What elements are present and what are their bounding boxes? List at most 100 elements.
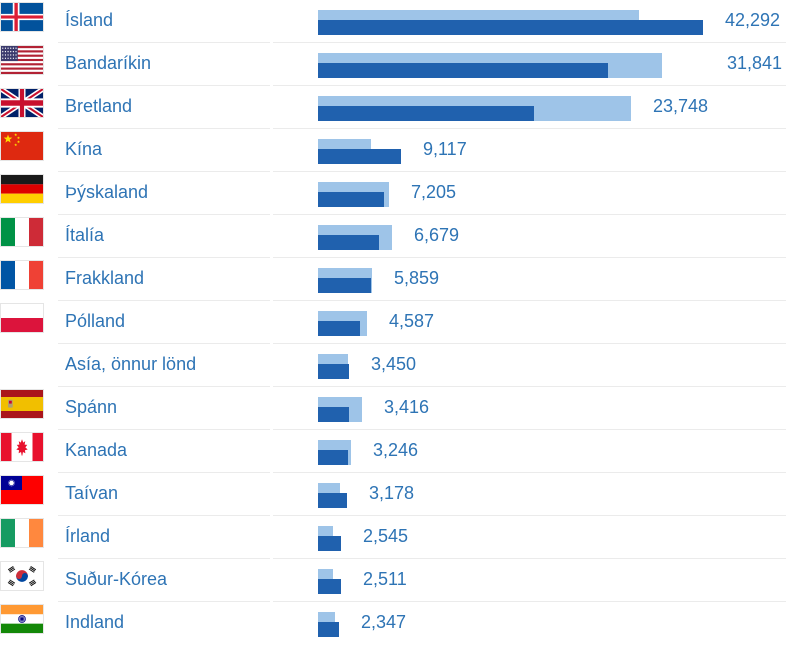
country-label: Frakkland	[65, 268, 145, 288]
value-label: 3,416	[384, 397, 430, 417]
country-label: Kína	[65, 139, 103, 159]
bar-current[interactable]	[318, 278, 371, 293]
row-divider	[58, 42, 270, 43]
row-divider	[273, 472, 786, 473]
canada-flag-icon	[1, 433, 43, 461]
china-flag-icon	[1, 132, 43, 160]
chart-row[interactable]: Bretland 23,748	[0, 86, 786, 129]
chart-row[interactable]: Frakkland 5,859	[0, 258, 786, 301]
row-divider	[273, 42, 786, 43]
country-label: Ísland	[65, 10, 114, 30]
row-divider	[273, 257, 786, 258]
value-label: 3,450	[371, 354, 417, 374]
country-label: Suður-Kórea	[65, 569, 168, 589]
row-divider	[273, 171, 786, 172]
poland-flag-icon	[1, 304, 43, 332]
value-label: 42,292	[725, 10, 781, 30]
value-label: 6,679	[414, 225, 460, 245]
usa-flag-icon	[1, 46, 43, 74]
bar-current[interactable]	[318, 149, 401, 164]
country-label: Taívan	[65, 483, 119, 503]
row-divider	[58, 558, 270, 559]
bar-current[interactable]	[318, 63, 608, 78]
chart-row[interactable]: Kína 9,117	[0, 129, 786, 172]
country-label: Pólland	[65, 311, 126, 331]
chart-row[interactable]: Kanada 3,246	[0, 430, 786, 473]
chart-row[interactable]: Ítalía 6,679	[0, 215, 786, 258]
france-flag-icon	[1, 261, 43, 289]
row-divider	[273, 601, 786, 602]
row-divider	[58, 257, 270, 258]
bar-current[interactable]	[318, 622, 339, 637]
country-label: Bretland	[65, 96, 133, 116]
value-label: 31,841	[727, 53, 783, 73]
chart-row[interactable]: Pólland 4,587	[0, 301, 786, 344]
value-label: 4,587	[389, 311, 435, 331]
row-divider	[273, 85, 786, 86]
row-divider	[273, 214, 786, 215]
country-label: Kanada	[65, 440, 128, 460]
row-divider	[58, 429, 270, 430]
germany-flag-icon	[1, 175, 43, 203]
spain-flag-icon	[1, 390, 43, 418]
row-divider	[273, 429, 786, 430]
value-label: 5,859	[394, 268, 440, 288]
row-divider	[58, 300, 270, 301]
country-label: Þýskaland	[65, 182, 149, 202]
value-label: 3,178	[369, 483, 415, 503]
chart-row[interactable]: Spánn 3,416	[0, 387, 786, 430]
bar-current[interactable]	[318, 321, 360, 336]
country-label: Spánn	[65, 397, 118, 417]
row-divider	[273, 515, 786, 516]
chart-row[interactable]: Þýskaland 7,205	[0, 172, 786, 215]
bar-current[interactable]	[318, 364, 349, 379]
row-divider	[58, 171, 270, 172]
bar-current[interactable]	[318, 106, 534, 121]
value-label: 3,246	[373, 440, 419, 460]
country-label: Ítalía	[65, 225, 105, 245]
chart-row[interactable]: Indland 2,347	[0, 602, 786, 645]
bar-current[interactable]	[318, 493, 347, 508]
row-divider	[58, 386, 270, 387]
bar-current[interactable]	[318, 192, 384, 207]
row-divider	[58, 214, 270, 215]
country-label: Indland	[65, 612, 125, 632]
country-label: Bandaríkin	[65, 53, 152, 73]
row-divider	[58, 515, 270, 516]
bar-current[interactable]	[318, 536, 341, 551]
value-label: 7,205	[411, 182, 457, 202]
bar-current[interactable]	[318, 579, 341, 594]
value-label: 9,117	[423, 139, 467, 159]
italy-flag-icon	[1, 218, 43, 246]
chart-row[interactable]: Bandaríkin 31,841	[0, 43, 786, 86]
south-korea-flag-icon	[1, 562, 43, 590]
chart-row[interactable]: Taívan 3,178	[0, 473, 786, 516]
chart-row[interactable]: Suður-Kórea 2,511	[0, 559, 786, 602]
uk-flag-icon	[1, 89, 43, 117]
bar-current[interactable]	[318, 235, 379, 250]
row-divider	[58, 601, 270, 602]
chart-row[interactable]: Asía, önnur lönd 3,450	[0, 344, 786, 387]
country-label: Írland	[65, 526, 111, 546]
chart-row[interactable]: Írland 2,545	[0, 516, 786, 559]
row-divider	[58, 472, 270, 473]
row-divider	[58, 343, 270, 344]
value-label: 23,748	[653, 96, 709, 116]
chart-row[interactable]: Ísland 42,292	[0, 0, 786, 43]
bar-current[interactable]	[318, 450, 348, 465]
row-divider	[58, 85, 270, 86]
row-divider	[273, 386, 786, 387]
value-label: 2,347	[361, 612, 407, 632]
bar-current[interactable]	[318, 20, 703, 35]
row-divider	[273, 300, 786, 301]
taiwan-flag-icon	[1, 476, 43, 504]
value-label: 2,511	[363, 569, 407, 589]
row-divider	[273, 558, 786, 559]
row-divider	[58, 128, 270, 129]
bar-current[interactable]	[318, 407, 349, 422]
value-label: 2,545	[363, 526, 409, 546]
row-divider	[273, 128, 786, 129]
india-flag-icon	[1, 605, 43, 633]
row-divider	[273, 343, 786, 344]
